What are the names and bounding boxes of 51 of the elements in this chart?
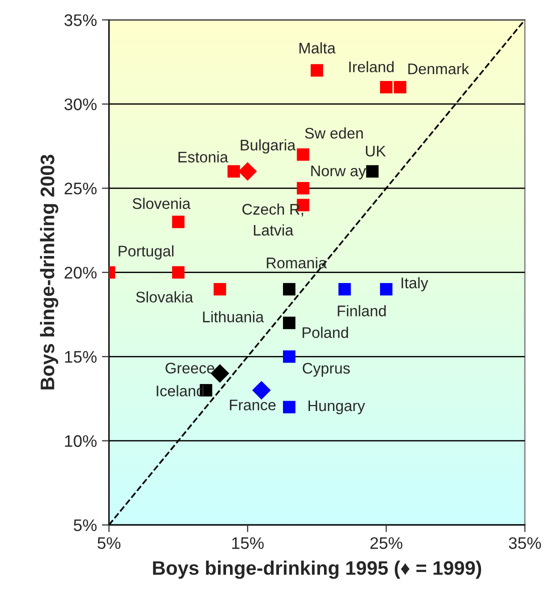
- annotation: France: [230, 400, 276, 410]
- annotation: Slovakia: [136, 291, 194, 303]
- annotation: Portugal: [118, 245, 174, 260]
- y-tick-label: 20%: [64, 266, 97, 279]
- point: [296, 148, 310, 161]
- x-axis-title: Boys binge-drinking 1995 (♦ = 1999): [153, 560, 482, 579]
- x-tick-label: 35%: [508, 537, 541, 549]
- annotation: Poland: [302, 326, 348, 338]
- x-tick-label: 25%: [370, 537, 402, 549]
- annotation: Ireland: [349, 61, 394, 72]
- x-tick-label: 15%: [232, 537, 264, 549]
- annotation: Malta: [299, 42, 336, 54]
- point: [380, 81, 392, 94]
- point: [172, 216, 184, 228]
- y-tick-label: 15%: [65, 351, 97, 363]
- point: [282, 283, 296, 296]
- y-tick-label: 10%: [65, 435, 97, 447]
- point: [282, 316, 296, 330]
- point: [228, 165, 240, 178]
- annotation: Hungary: [308, 400, 366, 414]
- annotation: Bulgaria: [240, 139, 296, 154]
- annotation: Slovenia: [132, 198, 191, 209]
- annotation: Italy: [402, 277, 428, 292]
- y-tick-label: 5%: [74, 519, 97, 532]
- annotation: Denmark: [408, 63, 470, 74]
- point: [282, 350, 296, 363]
- point: [338, 283, 351, 296]
- annotation: Cyprus: [302, 362, 350, 377]
- annotation: Estonia: [178, 151, 228, 162]
- point: [282, 400, 296, 414]
- annotation: Sw eden: [305, 127, 363, 139]
- y-axis-title: Boys binge-drinking 2003: [40, 154, 58, 390]
- y-tick-label: 30%: [64, 98, 97, 110]
- point: [366, 165, 379, 178]
- x-tick-label: 5%: [98, 537, 120, 549]
- point: [310, 64, 324, 77]
- point: [238, 162, 257, 181]
- annotation: UK: [366, 146, 386, 156]
- y-tick-label: 25%: [64, 182, 97, 194]
- annotation: Greece: [166, 362, 214, 374]
- annotation: Finland: [338, 305, 386, 316]
- point: [380, 283, 392, 296]
- point: [214, 283, 226, 296]
- point: [394, 81, 406, 94]
- y-tick-label: 35%: [64, 14, 97, 26]
- point: [296, 182, 310, 194]
- annotation: Czech R, Latvia: [242, 204, 304, 236]
- annotation: Norw ay: [311, 166, 366, 180]
- point: [172, 266, 184, 279]
- annotation: Lithuania: [203, 311, 264, 322]
- point: [252, 380, 271, 400]
